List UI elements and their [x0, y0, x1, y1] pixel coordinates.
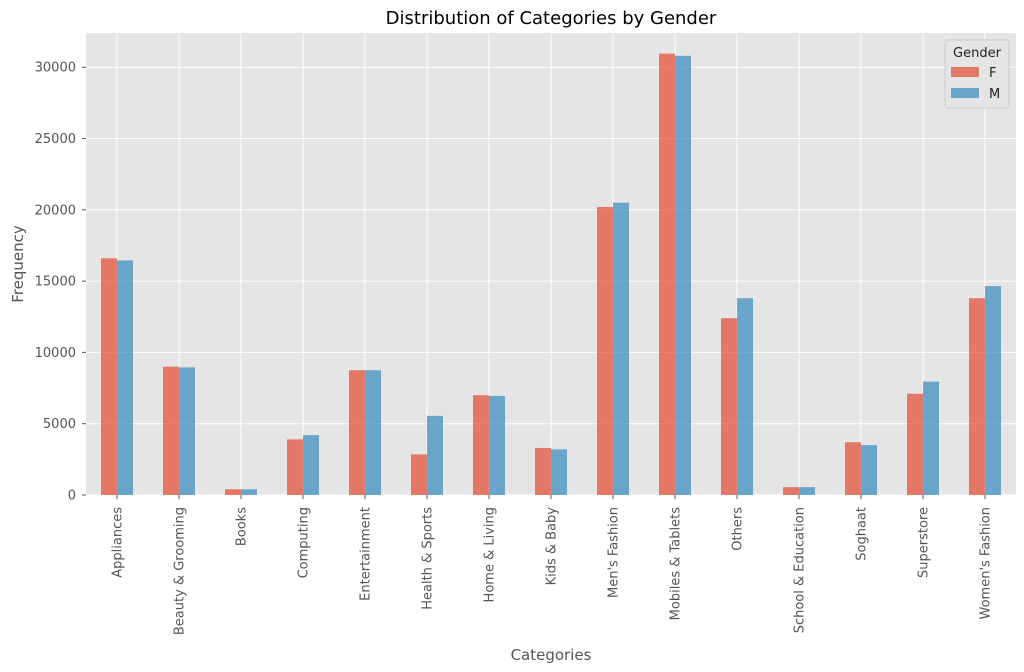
- bar: [535, 447, 551, 495]
- bar: [613, 202, 629, 495]
- x-tick-label: Computing: [297, 507, 312, 578]
- x-tick-label: Men's Fashion: [607, 507, 622, 598]
- bar: [845, 442, 861, 495]
- legend-label: M: [989, 87, 1000, 102]
- x-tick-label: Women's Fashion: [979, 507, 994, 620]
- x-tick-label: Beauty & Grooming: [173, 507, 188, 635]
- bar: [969, 298, 985, 495]
- bar: [597, 206, 613, 496]
- bar: [225, 489, 241, 495]
- bar: [861, 445, 877, 495]
- bar: [411, 454, 427, 495]
- bar: [365, 370, 381, 495]
- x-axis-label: Categories: [511, 646, 592, 664]
- bar: [737, 298, 753, 495]
- bar: [241, 489, 257, 495]
- y-tick-label: 5000: [43, 417, 76, 432]
- bars: [101, 53, 1001, 496]
- grid-lines: [86, 33, 1016, 496]
- bar: [659, 53, 675, 495]
- x-tick-label: Kids & Baby: [545, 507, 560, 586]
- x-tick-label: Others: [731, 507, 746, 551]
- bar: [349, 370, 365, 495]
- y-tick-label: 20000: [35, 203, 76, 218]
- x-tick-label: Health & Sports: [421, 507, 436, 610]
- x-axis: Appliances Beauty & Grooming Books Computin…: [111, 495, 994, 635]
- legend: Gender FM: [944, 39, 1010, 109]
- legend-swatch: [951, 88, 979, 98]
- x-tick-label: Soghaat: [855, 507, 870, 561]
- bar: [551, 449, 567, 495]
- bar: [179, 367, 195, 495]
- bar: [907, 393, 923, 495]
- bar: [473, 395, 489, 495]
- bar: [489, 395, 505, 495]
- y-tick-label: 10000: [35, 346, 76, 361]
- chart-title: Distribution of Categories by Gender: [386, 8, 717, 29]
- bar: [303, 435, 319, 495]
- x-tick-label: Entertainment: [359, 507, 374, 601]
- bar: [721, 318, 737, 495]
- bar: [427, 415, 443, 495]
- legend-title: Gender: [953, 46, 1002, 61]
- bar: [101, 258, 117, 495]
- bar: [923, 381, 939, 495]
- x-tick-label: Home & Living: [483, 507, 498, 602]
- y-tick-label: 0: [68, 489, 76, 504]
- bar: [287, 439, 303, 495]
- bar: [783, 487, 799, 495]
- y-axis: 0 5000 10000 15000 20000 25000 30000: [35, 61, 86, 504]
- legend-label: F: [989, 66, 996, 81]
- x-tick-label: Books: [235, 507, 250, 546]
- y-tick-label: 25000: [35, 132, 76, 147]
- bar: [985, 286, 1001, 495]
- y-tick-label: 15000: [35, 275, 76, 290]
- x-tick-label: Mobiles & Tablets: [669, 507, 684, 621]
- bar: [163, 366, 179, 495]
- x-tick-label: School & Education: [793, 507, 808, 633]
- bar: [799, 487, 815, 495]
- x-tick-label: Superstore: [917, 507, 932, 578]
- legend-swatch: [951, 67, 979, 77]
- y-axis-label: Frequency: [9, 225, 27, 303]
- bar: [675, 55, 691, 495]
- bar: [117, 260, 133, 495]
- y-tick-label: 30000: [35, 61, 76, 76]
- x-tick-label: Appliances: [111, 507, 126, 578]
